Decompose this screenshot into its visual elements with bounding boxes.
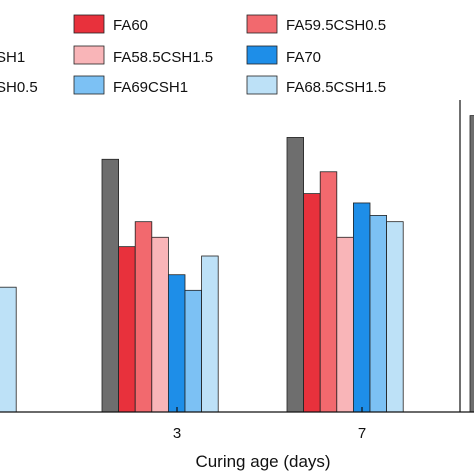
legend: FA60 FA59.5CSH0.5 SH1 FA58.5CSH1.5 FA70 …: [0, 14, 386, 96]
bar-3d-fa70: [167, 274, 186, 413]
x-axis-title: Curing age (days): [195, 452, 330, 471]
bar-7d-fa50: [286, 137, 305, 413]
legend-swatch-fa70: [246, 45, 278, 65]
legend-swatch-fa58-5csh1-5: [73, 45, 105, 65]
legend-item-fa60: FA60: [73, 14, 148, 34]
bars: [0, 115, 474, 413]
legend-item-fa70: FA70: [246, 45, 321, 66]
bar-3d-fa58-5csh1-5: [151, 236, 169, 413]
legend-swatch-fa68-5csh1-5: [246, 75, 278, 95]
bar-7d-fa68-5csh1-5: [386, 221, 404, 413]
legend-item-sh1-clipped: SH1: [0, 49, 25, 66]
legend-item-sh0-5-clipped: SH0.5: [0, 79, 38, 96]
legend-item-fa58-5csh1-5: FA58.5CSH1.5: [73, 45, 213, 66]
bar-1d-fa68-5csh1-5: [0, 286, 17, 413]
bar-28d-fa50: [469, 115, 474, 413]
legend-label-fa68-5csh1-5: FA68.5CSH1.5: [286, 79, 386, 96]
legend-item-fa69csh1: FA69CSH1: [73, 75, 188, 96]
legend-item-fa68-5csh1-5: FA68.5CSH1.5: [246, 75, 386, 96]
bar-3d-fa59-5csh0-5: [134, 221, 153, 413]
legend-swatch-fa69csh1: [73, 75, 105, 95]
legend-item-fa59-5csh0-5: FA59.5CSH0.5: [246, 14, 386, 34]
legend-label-fa69csh1: FA69CSH1: [113, 79, 188, 96]
bar-7d-fa69csh1: [369, 215, 388, 413]
bar-7d-fa70: [352, 202, 371, 413]
legend-label-fa58-5csh1-5: FA58.5CSH1.5: [113, 49, 213, 66]
legend-swatch-fa60: [73, 14, 105, 34]
bar-7d-fa60: [303, 193, 321, 413]
bar-3d-fa69csh1: [184, 289, 203, 413]
bar-3d-fa60: [118, 246, 136, 413]
x-tick-label-7: 7: [358, 425, 366, 442]
bar-3d-fa50: [101, 158, 120, 413]
legend-label-sh1: SH1: [0, 49, 25, 66]
legend-label-fa70: FA70: [286, 49, 321, 66]
legend-label-fa59-5csh0-5: FA59.5CSH0.5: [286, 17, 386, 34]
legend-label-sh0-5: SH0.5: [0, 79, 38, 96]
bar-3d-fa68-5csh1-5: [201, 255, 219, 413]
x-tick-label-3: 3: [173, 425, 181, 442]
legend-swatch-fa59-5csh0-5: [246, 14, 278, 34]
bar-7d-fa59-5csh0-5: [319, 171, 338, 413]
axes: 3 7 Curing age (days): [0, 100, 474, 471]
legend-label-fa60: FA60: [113, 17, 148, 34]
bar-7d-fa58-5csh1-5: [336, 236, 354, 413]
